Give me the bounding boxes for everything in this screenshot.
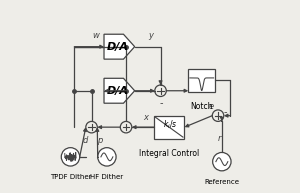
Text: Integral Control: Integral Control — [139, 149, 199, 158]
Text: $k_i/s$: $k_i/s$ — [164, 119, 178, 131]
Polygon shape — [104, 34, 135, 59]
Text: y: y — [148, 31, 154, 40]
Text: D/A: D/A — [107, 42, 129, 52]
Text: r: r — [218, 134, 222, 143]
Text: p: p — [97, 136, 103, 145]
Text: e: e — [208, 102, 214, 111]
Circle shape — [98, 148, 116, 166]
Text: TPDF Dither: TPDF Dither — [50, 174, 91, 180]
Text: -: - — [223, 107, 227, 117]
Text: HF Dither: HF Dither — [90, 174, 124, 180]
Bar — [154, 116, 184, 139]
Circle shape — [61, 148, 80, 166]
Bar — [188, 69, 215, 92]
Polygon shape — [104, 78, 135, 103]
Text: D/A: D/A — [107, 86, 129, 96]
Text: Reference: Reference — [204, 179, 239, 185]
Text: -: - — [159, 98, 163, 108]
Circle shape — [213, 152, 231, 171]
Text: w: w — [92, 31, 99, 40]
Text: d: d — [82, 136, 88, 145]
Text: x: x — [144, 113, 149, 122]
Text: Notch: Notch — [190, 102, 213, 111]
